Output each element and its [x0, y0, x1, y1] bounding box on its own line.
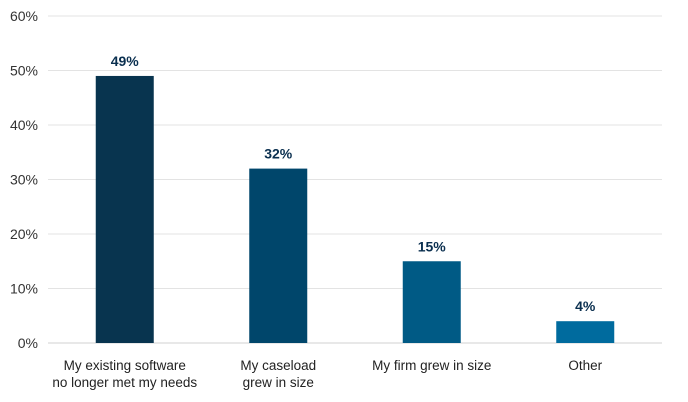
- data-label: 49%: [111, 53, 140, 69]
- y-tick-label: 40%: [10, 117, 38, 133]
- y-tick-label: 50%: [10, 63, 38, 79]
- y-tick-label: 0%: [18, 335, 38, 351]
- data-labels: 49% 32% 15% 4%: [111, 53, 596, 314]
- category-label: My caseload: [240, 358, 316, 373]
- category-labels: My existing software no longer met my nee…: [52, 358, 602, 390]
- y-tick-label: 30%: [10, 172, 38, 188]
- category-label: My firm grew in size: [372, 358, 491, 373]
- y-tick-label: 60%: [10, 8, 38, 24]
- bar-3: [556, 321, 615, 343]
- bar-1: [249, 168, 308, 343]
- data-label: 32%: [264, 146, 293, 162]
- bar-2: [402, 261, 461, 343]
- category-label: My existing software: [64, 358, 186, 373]
- y-tick-label: 10%: [10, 281, 38, 297]
- y-tick-label: 20%: [10, 226, 38, 242]
- category-label: Other: [568, 358, 602, 373]
- bars: [95, 75, 615, 343]
- bar-0: [95, 75, 154, 343]
- data-label: 4%: [575, 298, 596, 314]
- data-label: 15%: [418, 238, 447, 254]
- category-label: grew in size: [243, 375, 314, 390]
- y-axis-tick-labels: 0% 10% 20% 30% 40% 50% 60%: [10, 8, 38, 351]
- category-label: no longer met my needs: [52, 375, 197, 390]
